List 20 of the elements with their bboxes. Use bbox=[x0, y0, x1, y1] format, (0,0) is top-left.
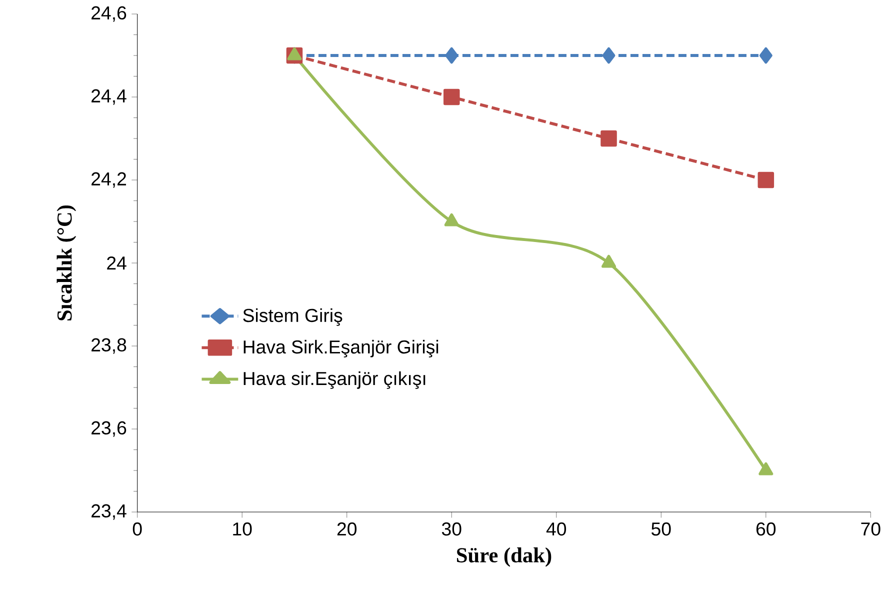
y-axis-title: Sıcaklık (°C) bbox=[56, 205, 76, 320]
y-tick-label: 24 bbox=[107, 256, 126, 270]
x-tick-label: 70 bbox=[861, 522, 880, 536]
x-tick-label: 30 bbox=[442, 522, 462, 536]
x-tick-label: 40 bbox=[546, 522, 566, 536]
legend-label: Hava Sirk.Eşanjör Girişi bbox=[244, 340, 438, 358]
x-tick-label: 60 bbox=[756, 522, 776, 536]
legend-label: Sistem Giriş bbox=[243, 308, 342, 326]
x-axis-title: Süre (dak) bbox=[457, 547, 552, 567]
y-tick-label: 23,6 bbox=[92, 421, 126, 437]
y-tick-label: 23,4 bbox=[92, 504, 126, 520]
x-tick-label: 20 bbox=[337, 522, 357, 536]
y-tick-label: 23,8 bbox=[92, 338, 126, 354]
x-tick-label: 10 bbox=[233, 522, 252, 536]
y-tick-label: 24,6 bbox=[92, 6, 126, 22]
y-tick-label: 24,4 bbox=[92, 89, 126, 105]
y-tick-label: 24,2 bbox=[92, 172, 126, 188]
x-tick-label: 0 bbox=[132, 522, 142, 536]
x-tick-label: 50 bbox=[652, 522, 671, 536]
legend-label: Hava sir.Eşanjör çıkışı bbox=[244, 371, 426, 389]
